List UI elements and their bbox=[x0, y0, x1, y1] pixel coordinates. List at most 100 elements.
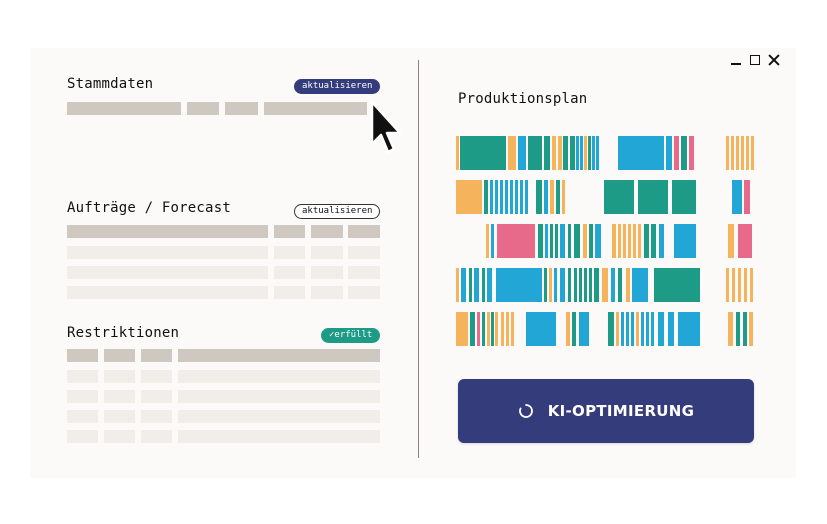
plan-block bbox=[538, 224, 543, 258]
plan-block bbox=[549, 268, 552, 302]
table-header-cell bbox=[311, 225, 343, 238]
plan-block bbox=[726, 136, 729, 170]
table-header-cell bbox=[67, 349, 98, 362]
table-cell bbox=[178, 430, 380, 443]
plan-block bbox=[556, 180, 560, 214]
plan-block bbox=[750, 268, 753, 302]
plan-block bbox=[525, 180, 528, 214]
plan-block bbox=[456, 312, 468, 346]
production-plan-chart bbox=[456, 136, 756, 354]
plan-block bbox=[497, 224, 535, 258]
plan-block bbox=[544, 180, 548, 214]
table-header-cell bbox=[67, 225, 268, 238]
ki-optimization-button[interactable]: KI-OPTIMIERUNG bbox=[458, 379, 754, 443]
plan-block bbox=[589, 224, 593, 258]
plan-block bbox=[456, 180, 482, 214]
maximize-icon[interactable] bbox=[750, 55, 760, 65]
plan-block bbox=[728, 224, 734, 258]
plan-block bbox=[515, 180, 518, 214]
plan-block bbox=[646, 312, 649, 346]
plan-block bbox=[562, 180, 565, 214]
stammdaten-field bbox=[225, 102, 258, 115]
plan-block bbox=[651, 312, 654, 346]
table-cell bbox=[311, 266, 343, 279]
plan-block bbox=[511, 312, 514, 346]
table-cell bbox=[104, 410, 135, 423]
plan-block bbox=[579, 312, 589, 346]
table-cell bbox=[311, 286, 343, 299]
plan-block bbox=[638, 180, 668, 214]
close-icon[interactable] bbox=[768, 54, 780, 66]
plan-block bbox=[589, 268, 592, 302]
plan-block bbox=[495, 180, 498, 214]
plan-block bbox=[618, 268, 622, 302]
plan-block bbox=[618, 224, 621, 258]
plan-block bbox=[544, 268, 547, 302]
table-cell bbox=[141, 390, 172, 403]
table-header-cell bbox=[178, 349, 380, 362]
table-cell bbox=[178, 410, 380, 423]
plan-title: Produktionsplan bbox=[458, 91, 588, 107]
window-controls bbox=[730, 54, 780, 66]
stammdaten-update-button[interactable]: aktualisieren bbox=[294, 79, 381, 94]
plan-block bbox=[626, 312, 629, 346]
table-cell bbox=[67, 390, 98, 403]
app-window: Stammdaten aktualisieren Aufträge / Fore… bbox=[30, 48, 796, 478]
table-cell bbox=[348, 266, 380, 279]
plan-block bbox=[744, 180, 750, 214]
plan-block bbox=[638, 224, 641, 258]
plan-block bbox=[674, 136, 679, 170]
plan-block bbox=[495, 312, 498, 346]
plan-block bbox=[732, 268, 735, 302]
table-cell bbox=[67, 370, 98, 383]
ki-optimization-label: KI-OPTIMIERUNG bbox=[547, 402, 695, 420]
plan-block bbox=[612, 224, 616, 258]
plan-block bbox=[518, 136, 526, 170]
table-cell bbox=[141, 410, 172, 423]
table-cell bbox=[67, 410, 98, 423]
auftraege-update-button[interactable]: aktualisieren bbox=[294, 204, 381, 219]
plan-block bbox=[602, 268, 608, 302]
minimize-icon[interactable] bbox=[730, 54, 742, 66]
table-cell bbox=[67, 430, 98, 443]
table-cell bbox=[67, 266, 268, 279]
plan-block bbox=[592, 136, 595, 170]
plan-block bbox=[618, 136, 664, 170]
check-icon: ✓ bbox=[329, 330, 335, 340]
table-cell bbox=[141, 430, 172, 443]
plan-block bbox=[594, 268, 599, 302]
plan-block bbox=[491, 312, 494, 346]
plan-block bbox=[570, 136, 575, 170]
table-cell bbox=[141, 370, 172, 383]
plan-block bbox=[584, 268, 587, 302]
plan-block bbox=[456, 268, 459, 302]
plan-block bbox=[626, 268, 630, 302]
plan-block bbox=[469, 268, 472, 302]
plan-block bbox=[560, 268, 565, 302]
table-header-cell bbox=[348, 225, 380, 238]
plan-block bbox=[460, 136, 506, 170]
plan-block bbox=[568, 224, 571, 258]
plan-block bbox=[560, 224, 565, 258]
plan-block bbox=[741, 136, 744, 170]
status-badge-label: erfüllt bbox=[334, 330, 373, 340]
plan-block bbox=[595, 224, 601, 258]
plan-block bbox=[728, 312, 733, 346]
plan-block bbox=[658, 312, 664, 346]
plan-block bbox=[738, 268, 741, 302]
plan-block bbox=[461, 268, 466, 302]
plan-block bbox=[490, 180, 493, 214]
plan-block bbox=[526, 312, 556, 346]
plan-block bbox=[746, 136, 749, 170]
table-cell bbox=[104, 370, 135, 383]
plan-block bbox=[496, 268, 542, 302]
plan-block bbox=[576, 136, 579, 170]
table-cell bbox=[67, 246, 268, 259]
auftraege-title: Aufträge / Forecast bbox=[67, 200, 231, 216]
plan-block bbox=[668, 312, 674, 346]
plan-block bbox=[505, 180, 508, 214]
plan-block bbox=[654, 268, 700, 302]
table-cell bbox=[274, 286, 305, 299]
plan-block bbox=[572, 312, 576, 346]
plan-block bbox=[545, 224, 548, 258]
